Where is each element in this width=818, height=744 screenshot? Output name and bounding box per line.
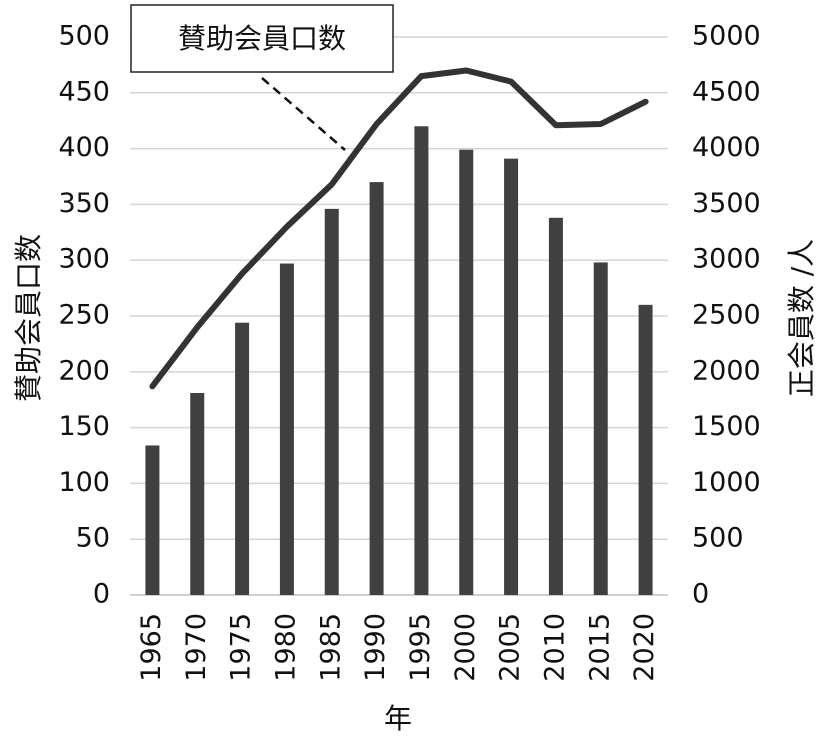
bar: [638, 304, 653, 595]
x-tick-label: 2005: [495, 613, 526, 682]
x-tick-label: 1980: [270, 613, 301, 682]
series-line: [149, 67, 649, 390]
x-tick-label: 2000: [450, 613, 481, 682]
bar: [548, 217, 563, 596]
left-tick-label: 500: [58, 21, 110, 52]
bar: [235, 322, 250, 595]
x-axis-ticks: 1965 1970 1975 1980 1985 1990 1995 2000 2005 2010…: [136, 613, 660, 682]
x-tick-label: 1995: [405, 613, 436, 682]
right-tick-label: 5000: [692, 21, 761, 52]
bar: [190, 393, 205, 595]
left-tick-label: 400: [58, 132, 110, 163]
x-tick-label: 1975: [226, 613, 257, 682]
bar: [593, 262, 608, 595]
callout-box: [130, 4, 394, 73]
right-axis-title: 正会員数 /人: [785, 239, 818, 397]
x-tick-label: 1970: [181, 613, 212, 682]
x-tick-label: 2010: [539, 613, 570, 682]
right-tick-label: 3500: [692, 188, 761, 219]
left-tick-label: 100: [58, 467, 110, 498]
bar: [324, 208, 339, 595]
x-tick-label: 1965: [136, 613, 167, 682]
right-tick-label: 3000: [692, 244, 761, 275]
bar: [459, 149, 474, 595]
left-tick-label: 200: [58, 355, 110, 386]
bar-series: [145, 126, 653, 596]
x-tick-label: 2015: [584, 613, 615, 682]
bar: [279, 263, 294, 595]
left-tick-label: 450: [58, 76, 110, 107]
left-tick-label: 250: [58, 300, 110, 331]
line-series: [149, 67, 649, 390]
right-tick-label: 1000: [692, 467, 761, 498]
x-axis-title: 年: [384, 702, 412, 735]
right-tick-label: 1500: [692, 411, 761, 442]
left-axis-ticks: 0 50 100 150 200 250 300 350 400 450 500: [58, 21, 110, 610]
left-axis-title: 賛助会員口数: [12, 234, 45, 402]
left-tick-label: 50: [76, 523, 110, 554]
x-tick-label: 1990: [360, 613, 391, 682]
bar: [504, 158, 519, 596]
x-tick-label: 1985: [315, 613, 346, 682]
gridlines: [130, 36, 668, 596]
left-tick-label: 0: [93, 579, 110, 610]
bar: [414, 126, 429, 595]
right-tick-label: 4500: [692, 76, 761, 107]
left-tick-label: 350: [58, 188, 110, 219]
left-tick-label: 150: [58, 411, 110, 442]
right-axis-ticks: 0 500 1000 1500 2000 2500 3000 3500 4000 4500 5000: [692, 21, 761, 610]
left-tick-label: 300: [58, 244, 110, 275]
x-tick-label: 2020: [629, 613, 660, 682]
callout-label: 賛助会員口数: [178, 22, 346, 55]
right-tick-label: 500: [692, 523, 744, 554]
right-tick-label: 2000: [692, 355, 761, 386]
bar: [369, 182, 384, 595]
right-tick-label: 2500: [692, 300, 761, 331]
bar: [145, 445, 160, 595]
callout-leader: [261, 77, 346, 151]
right-tick-label: 4000: [692, 132, 761, 163]
right-tick-label: 0: [692, 579, 709, 610]
